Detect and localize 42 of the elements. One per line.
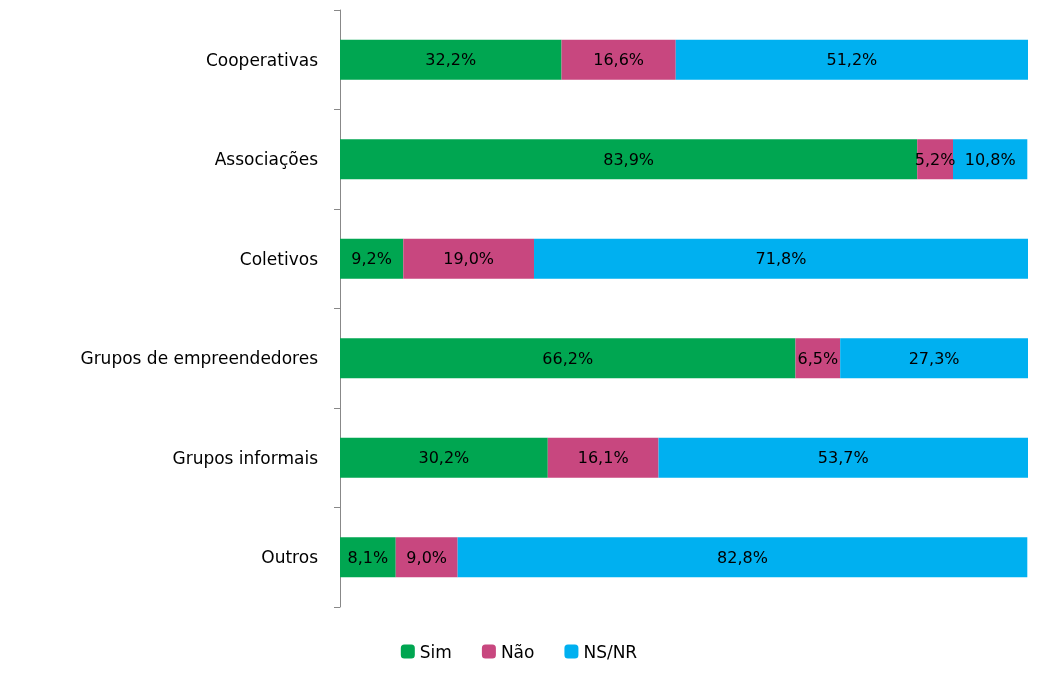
bar: [340, 338, 796, 379]
bar: [340, 39, 562, 80]
bar: [340, 238, 404, 279]
bar: [340, 139, 918, 180]
data-label: 19,0%: [443, 249, 495, 269]
bar: [658, 437, 1028, 478]
bar: [534, 238, 1028, 279]
bar: [675, 39, 1028, 80]
y-tick-label: Coletivos: [239, 248, 319, 269]
bar: [340, 437, 548, 478]
bar: [840, 338, 1028, 379]
data-label: 83,9%: [603, 149, 655, 169]
legend-label: Não: [500, 641, 535, 662]
data-label: 6,5%: [797, 348, 839, 368]
data-label: 51,2%: [826, 50, 878, 70]
bar: [340, 537, 396, 578]
legend-label: NS/NR: [583, 641, 638, 662]
data-label: 9,2%: [351, 249, 392, 269]
bar: [547, 437, 659, 478]
legend-label: Sim: [419, 641, 452, 662]
data-label: 16,6%: [593, 50, 645, 70]
data-label: 9,0%: [406, 547, 448, 567]
bar: [953, 139, 1028, 180]
bar: [457, 537, 1028, 578]
data-label: 66,2%: [542, 348, 594, 368]
data-label: 8,1%: [347, 547, 389, 567]
y-tick-label: Grupos de empreendedores: [80, 348, 319, 369]
data-label: 16,1%: [577, 448, 629, 468]
y-tick-label: Cooperativas: [205, 49, 319, 70]
y-tick-label: Outros: [261, 547, 319, 568]
bar: [561, 39, 676, 80]
data-label: 10,8%: [964, 149, 1016, 169]
bar: [403, 238, 535, 279]
data-label: 30,2%: [418, 448, 470, 468]
data-label: 32,2%: [425, 50, 477, 70]
y-tick-label: Associações: [214, 149, 319, 170]
data-label: 27,3%: [908, 348, 960, 368]
data-label: 71,8%: [755, 249, 807, 269]
y-tick-label: Grupos informais: [172, 447, 319, 468]
data-label: 53,7%: [817, 448, 869, 468]
data-label: 82,8%: [717, 547, 768, 567]
bar: [395, 537, 458, 578]
